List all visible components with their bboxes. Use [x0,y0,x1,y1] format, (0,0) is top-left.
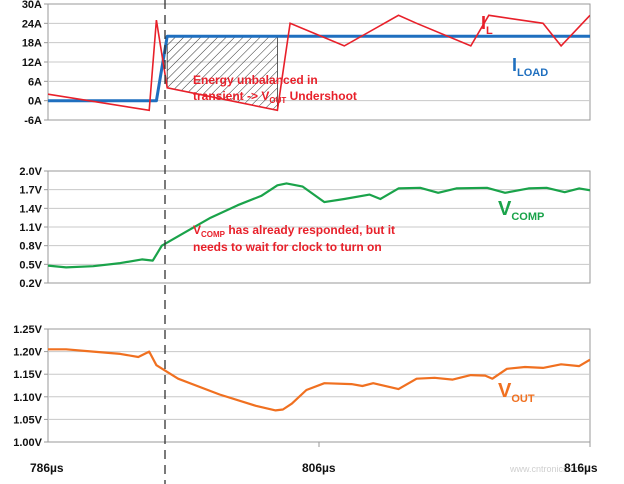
y-tick-label: 1.4V [19,203,42,215]
vcomp-label-main: V [498,198,512,220]
energy-annotation-line2: transient -> VOUT Undershoot [193,89,357,105]
y-tick-label: 0.8V [19,241,42,253]
y-tick-label: 12A [22,57,42,69]
energy-annotation-line1: Energy unbalanced in [193,73,318,87]
iload-label-main: I [512,55,517,75]
current-y-axis: 30A 24A 18A 12A 6A 0A -6A [22,0,48,127]
y-tick-label: 1.25V [13,324,42,336]
energy-annotation-tail: Undershoot [286,89,357,103]
vcomp-annotation-line2: needs to wait for clock to turn on [193,240,382,254]
vcomp-label-sub: COMP [511,211,544,223]
y-tick-label: 18A [22,38,42,50]
vcomp-annotation-main: V [193,223,201,237]
energy-annotation-text: transient -> V [193,89,269,103]
vout-label-main: V [498,380,512,402]
y-tick-label: 30A [22,0,42,11]
vout-y-axis: 1.25V 1.20V 1.15V 1.10V 1.05V 1.00V [13,324,48,449]
vcomp-y-axis: 2.0V 1.7V 1.4V 1.1V 0.8V 0.5V 0.2V [19,166,48,290]
vout-label: VOUT [498,380,535,405]
y-tick-label: 1.7V [19,185,42,197]
il-label-sub: L [486,25,493,37]
vcomp-label: VCOMP [498,198,544,223]
y-tick-label: 2.0V [19,166,42,178]
iload-series [48,34,590,103]
energy-annotation-sub: OUT [269,96,286,105]
y-tick-label: 1.20V [13,347,42,359]
y-tick-label: -6A [24,115,42,127]
y-tick-label: 0A [28,96,42,108]
vcomp-annotation-sub: COMP [201,230,226,239]
vcomp-gridlines [48,189,590,265]
y-tick-label: 6A [28,76,42,88]
y-tick-label: 24A [22,18,42,30]
y-tick-label: 1.15V [13,369,42,381]
y-tick-label: 1.1V [19,222,42,234]
y-tick-label: 0.2V [19,278,42,290]
vcomp-annotation-tail: has already responded, but it [225,223,395,237]
y-tick-label: 1.05V [13,414,42,426]
iload-label-sub: LOAD [517,67,548,79]
watermark: www.cntronics.com [509,464,587,474]
il-label: IL [481,13,493,37]
il-series [48,14,590,112]
x-tick-786: 786µs [30,461,64,475]
vout-label-sub: OUT [511,393,535,405]
x-tick-816: 816µs [564,461,598,475]
il-label-main: I [481,13,486,33]
vcomp-annotation-line1: VCOMP has already responded, but it [193,223,395,239]
x-tick-806: 806µs [302,461,336,475]
y-tick-label: 0.5V [19,259,42,271]
y-tick-label: 1.00V [13,437,42,449]
vout-panel: 1.25V 1.20V 1.15V 1.10V 1.05V 1.00V VOUT [13,324,591,449]
vcomp-panel: 2.0V1.7V1.4V1.1V0.8V0.5V0.2V VCOMP VCOMP… [19,166,591,290]
y-tick-label: 1.10V [13,392,42,404]
iload-label: ILOAD [512,55,548,79]
vout-series [48,348,590,412]
vcomp-series [48,182,590,269]
